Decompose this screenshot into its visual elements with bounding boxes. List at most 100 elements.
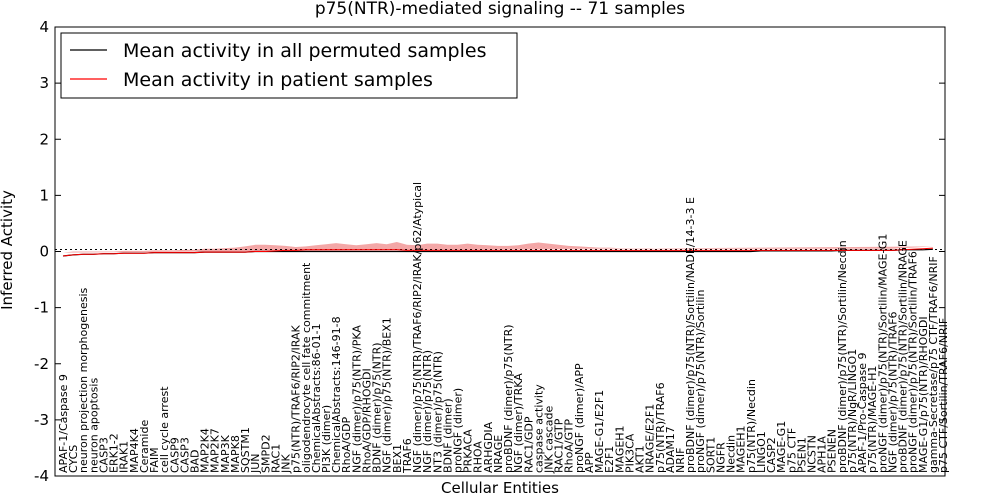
x-tick-label: Necdin (725, 435, 738, 473)
x-tick-label: BDNF (dimer)/p75(NTR) (371, 342, 384, 473)
x-tick-label: PIK3CA (623, 433, 636, 473)
x-tick-label: neuron projection morphogenesis (77, 287, 90, 473)
x-tick-label: p75(NTR)/TRAF6/RIP2/IRAK (290, 324, 303, 473)
x-tick-label: JNK cascade (543, 406, 556, 474)
x-tick-label: NGF (dimer)/p75(NTR)/PKA (350, 325, 363, 473)
x-tick-label: NT3 (dimer)/p75(NTR) (431, 351, 444, 473)
x-axis-label: Cellular Entities (441, 479, 559, 497)
x-tick-label: PI3K (dimer) (320, 405, 333, 473)
x-tick-label: NRIF (674, 448, 687, 473)
y-tick-label: 1 (39, 186, 49, 204)
x-tick-label: proNGF (dimer)/p75(NTR)/Sortilin/MAGE-G1 (876, 234, 889, 473)
x-tick-label: proBDNF (dimer)/p75(NTR) (502, 324, 515, 473)
x-tick-label: JNK (280, 454, 293, 474)
y-tick-label: 2 (39, 130, 49, 148)
y-tick-label: -4 (34, 467, 49, 485)
x-tick-label: SORT1 (704, 437, 717, 473)
x-tick-label: APP (583, 452, 596, 473)
x-tick-label: BEX1 (391, 444, 404, 473)
x-tick-label: NGF (dimer)/TRKA (512, 373, 525, 473)
y-tick-label: -3 (34, 411, 49, 429)
y-tick-label: -1 (34, 299, 49, 317)
x-tick-label: MAGE-G1/p75(NTR)/RHOGDI (917, 316, 930, 473)
x-tick-label: APAF-1/Pro-Caspase 9 (856, 353, 869, 473)
x-tick-label: ChemicalAbstracts:86-01-1 (310, 323, 323, 473)
x-tick-label: SQSTM1 (239, 427, 252, 473)
y-axis-label: Inferred Activity (0, 190, 16, 310)
plot-frame (54, 26, 946, 477)
x-tick-label: proNGF (dimer)/p75(NTR)/Sortilin/TRAF6 (907, 251, 920, 473)
x-tick-label: AKT1 (634, 445, 647, 473)
x-tick-label: p75(NTR)/NgR/LINGO1 (846, 349, 859, 473)
x-tick-label: MAP4K4 (128, 428, 141, 473)
x-tick-label: BDNF (dimer) (441, 398, 454, 473)
x-tick-label: IRAK1 (118, 441, 131, 473)
x-tick-label: NGFR (714, 442, 727, 473)
y-tick-label: 4 (39, 18, 49, 36)
x-tick-label: TRAF6 (401, 438, 414, 474)
x-tick-label: cell cycle arrest (158, 386, 171, 473)
x-tick-label: SMPD2 (259, 434, 272, 473)
x-tick-label: MAGE-G1/E2F1 (593, 390, 606, 473)
x-tick-label: proBDNF (dimer)/p75(NTR)/Sortilin/NADE/1… (684, 197, 697, 473)
x-tick-label: PSENEN (826, 429, 839, 473)
x-tick-label: proBDNF (dimer)/p75(NTR)/Sortilin/Necdin (836, 240, 849, 473)
y-tick-label: 0 (39, 243, 49, 261)
legend-box (60, 32, 518, 99)
x-tick-label: neuron apoptosis (87, 378, 100, 473)
x-tick-label: MAPK8 (229, 435, 242, 473)
x-tick-label: MAGEH1 (613, 425, 626, 473)
x-tick-label: FAIM (148, 447, 161, 473)
legend: Mean activity in all permuted samples Me… (60, 32, 518, 99)
x-tick-label: MAP2K4 (199, 428, 212, 473)
x-tick-label: APH1A (816, 436, 829, 473)
patient-mean-line (62, 247, 933, 257)
x-tick-label: MAP2K7 (209, 428, 222, 473)
x-tick-label: RHOA (472, 441, 485, 473)
x-tick-label: RhoA/GDP (340, 416, 353, 473)
x-tick-label: p75(NTR)/Necdin (745, 379, 758, 473)
x-tick-label: PRKACA (462, 429, 475, 473)
x-tick-label: ChemicalAbstracts:146-91-8 (330, 316, 343, 473)
x-tick-label: RhoA/GTP (563, 419, 576, 473)
x-tick-label: MAGEH1 (735, 425, 748, 473)
x-tick-label: RhoA/GDP/RHOGDI (360, 368, 373, 473)
x-tick-label: APAF-1/Caspase 9 (57, 374, 70, 473)
x-tick-label: CASP3 (178, 437, 191, 473)
x-tick-label: p75 CTF (785, 428, 798, 473)
x-tick-label: E2F1 (603, 446, 616, 473)
x-tick-label: PSEN1 (795, 437, 808, 473)
x-tick-label: CASP2 (765, 437, 778, 473)
x-tick-label: gamma-Secretase/p75 CTF/TRAF6/NRIF (927, 256, 940, 473)
x-tick-label: NGF (dimer)/p75(NTR)/BEX1 (381, 317, 394, 473)
x-tick-label: NGF (dimer)/p75(NTR) (421, 350, 434, 473)
x-tick-label: BAD (188, 449, 201, 473)
x-tick-label: NCSTN (806, 435, 819, 473)
x-tick-label: proNGF (dimer)/APP (573, 363, 586, 473)
x-tick-label: RAC1 (269, 444, 282, 473)
x-tick-label: NRAGE/E2F1 (644, 404, 657, 473)
x-tick-label: proNGF (dimer)/p75(NTR)/Sortilin (694, 290, 707, 473)
x-tick-label: caspase activity (532, 384, 545, 473)
series-lines (62, 247, 933, 257)
x-tick-label: NGF (dimer)/p75(NTR)/TRAF6 (886, 311, 899, 473)
x-tick-label: CASP3 (97, 437, 110, 473)
y-tick-label: -2 (34, 355, 49, 373)
x-tick-label: RAC1/GTP (553, 418, 566, 473)
x-tick-label: ARHGDIA (482, 421, 495, 473)
x-tick-label: p75(NTR)/MAGE-H1 (866, 366, 879, 473)
x-tick-label: proNGF (dimer) (451, 388, 464, 473)
x-tick-label: p75 CTF/Sortilin/TRAF6/NRIF (937, 318, 950, 473)
x-tick-label: JUN (249, 453, 262, 474)
x-tick-label: LINGO1 (755, 431, 768, 473)
x-tick-label: MAP3K (219, 434, 232, 473)
x-tick-label: proBDNF (dimer)/p75(NTR)/Sortilin/NRAGE (897, 240, 910, 473)
x-tick-label: Ceramide (138, 420, 151, 473)
x-tick-label: NRAGE (492, 435, 505, 473)
x-tick-label: NGF (dimer)/p75(NTR)/TRAF6/RIP2/IRAK/p62… (411, 182, 424, 473)
legend-label-permuted: Mean activity in all permuted samples (123, 40, 486, 62)
x-tick-label: CYCS (67, 445, 80, 473)
y-tick-label: 3 (39, 74, 49, 92)
